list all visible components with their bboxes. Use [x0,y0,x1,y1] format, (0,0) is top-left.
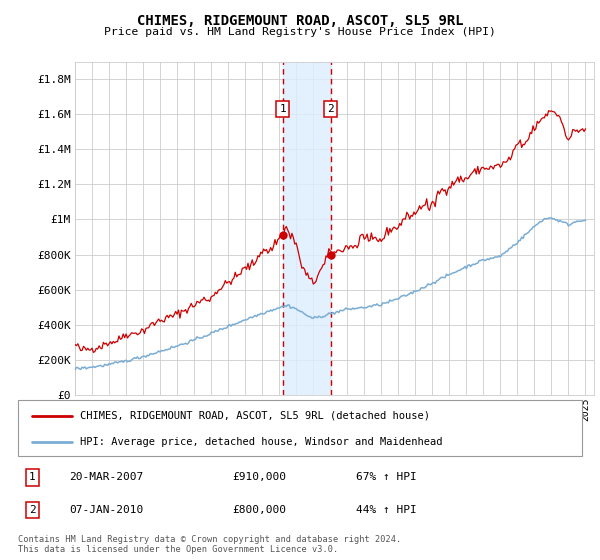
Text: HPI: Average price, detached house, Windsor and Maidenhead: HPI: Average price, detached house, Wind… [80,437,443,447]
FancyBboxPatch shape [18,400,582,456]
Text: 67% ↑ HPI: 67% ↑ HPI [356,473,417,483]
Text: CHIMES, RIDGEMOUNT ROAD, ASCOT, SL5 9RL (detached house): CHIMES, RIDGEMOUNT ROAD, ASCOT, SL5 9RL … [80,410,430,421]
Bar [283,62,331,395]
Text: £800,000: £800,000 [232,505,286,515]
Text: 2: 2 [328,104,334,114]
Text: 1: 1 [280,104,286,114]
Text: 07-JAN-2010: 07-JAN-2010 [69,505,143,515]
Text: 1: 1 [29,473,35,483]
Text: Contains HM Land Registry data © Crown copyright and database right 2024.
This d: Contains HM Land Registry data © Crown c… [18,535,401,554]
Text: CHIMES, RIDGEMOUNT ROAD, ASCOT, SL5 9RL: CHIMES, RIDGEMOUNT ROAD, ASCOT, SL5 9RL [137,14,463,28]
Text: 44% ↑ HPI: 44% ↑ HPI [356,505,417,515]
Text: 20-MAR-2007: 20-MAR-2007 [69,473,143,483]
Text: £910,000: £910,000 [232,473,286,483]
Text: 2: 2 [29,505,35,515]
Text: Price paid vs. HM Land Registry's House Price Index (HPI): Price paid vs. HM Land Registry's House … [104,27,496,37]
